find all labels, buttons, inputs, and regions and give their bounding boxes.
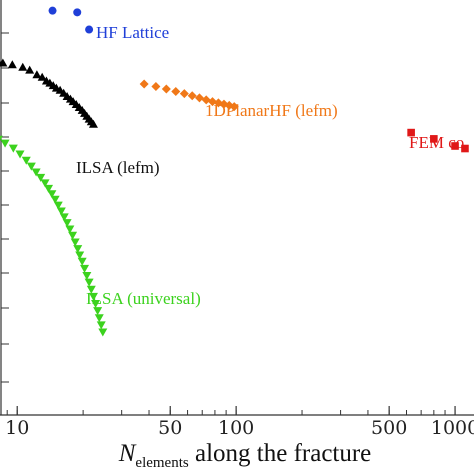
ilsa-universal-point bbox=[77, 257, 87, 266]
series-label: FEM co bbox=[409, 133, 464, 152]
ilsa-universal-point bbox=[56, 207, 66, 216]
x-tick-label: 100 bbox=[218, 417, 254, 439]
ilsa-lefm-point bbox=[7, 60, 17, 69]
x-tick-label: 500 bbox=[371, 417, 407, 439]
ilsa-universal-point bbox=[73, 245, 83, 254]
1dplanarhf-lefm-point bbox=[139, 79, 149, 89]
1dplanarhf-lefm-point bbox=[201, 95, 211, 105]
ilsa-universal-point bbox=[31, 168, 41, 177]
series-label: ILSA (lefm) bbox=[76, 158, 160, 177]
ilsa-lefm-point bbox=[25, 65, 35, 74]
ilsa-universal-point bbox=[68, 231, 78, 240]
1dplanarhf-lefm-point bbox=[229, 102, 239, 112]
ilsa-universal-point bbox=[75, 251, 85, 260]
fem-co-point bbox=[461, 144, 469, 153]
ilsa-universal-point bbox=[88, 292, 98, 301]
ilsa-universal-point bbox=[36, 173, 46, 182]
ilsa-universal-point bbox=[8, 144, 18, 153]
ilsa-universal-point bbox=[96, 321, 106, 330]
hf-lattice-point bbox=[48, 6, 57, 15]
ilsa-universal-point bbox=[47, 190, 57, 199]
1dplanarhf-lefm-point bbox=[179, 89, 189, 99]
ilsa-universal-point bbox=[93, 307, 103, 316]
plot-frame bbox=[0, 0, 474, 416]
ilsa-universal-point bbox=[94, 314, 104, 323]
ilsa-lefm-point bbox=[88, 119, 98, 128]
ilsa-universal-point bbox=[21, 156, 31, 165]
data-points bbox=[0, 6, 469, 337]
x-axis-title-rest: along the fracture bbox=[189, 440, 372, 467]
x-tick-label: 10 bbox=[5, 417, 29, 439]
ilsa-universal-point bbox=[53, 201, 63, 210]
1dplanarhf-lefm-point bbox=[171, 87, 181, 97]
1dplanarhf-lefm-point bbox=[208, 97, 218, 107]
ilsa-lefm-point bbox=[18, 62, 28, 71]
series-labels: HF Lattice ILSA (lefm) 1DPlanarHF (lefm) FE… bbox=[76, 23, 464, 308]
ilsa-universal-point bbox=[91, 300, 101, 309]
ilsa-universal-point bbox=[70, 238, 80, 247]
fem-co-point bbox=[451, 142, 459, 150]
1dplanarhf-lefm-point bbox=[161, 84, 171, 94]
x-axis-title-main: N bbox=[118, 440, 137, 467]
ilsa-universal-point bbox=[50, 195, 60, 204]
hf-lattice-point bbox=[73, 8, 82, 17]
ilsa-universal-point bbox=[80, 264, 90, 273]
ilsa-universal-point bbox=[82, 271, 92, 280]
fem-co-point bbox=[407, 128, 415, 137]
hf-lattice-point bbox=[85, 25, 94, 34]
ilsa-lefm-point bbox=[37, 72, 47, 81]
ilsa-universal-point bbox=[0, 139, 10, 148]
ilsa-universal-point bbox=[86, 285, 96, 294]
series-label: ILSA (universal) bbox=[86, 289, 201, 308]
ilsa-universal-point bbox=[59, 213, 69, 222]
series-label: 1DPlanarHF (lefm) bbox=[205, 101, 338, 120]
ilsa-universal-point bbox=[65, 225, 75, 234]
ilsa-universal-point bbox=[98, 328, 108, 337]
x-axis-ticks: 10 50 100 500 1000 bbox=[5, 406, 474, 439]
x-tick-label: 1000 bbox=[431, 417, 474, 439]
ilsa-universal-point bbox=[44, 184, 54, 193]
x-tick-label: 50 bbox=[158, 417, 182, 439]
fem-co-point bbox=[430, 135, 438, 143]
1dplanarhf-lefm-point bbox=[187, 91, 197, 101]
ilsa-universal-point bbox=[40, 179, 50, 188]
x-axis-title: Nelements along the fracture bbox=[118, 440, 372, 471]
ilsa-universal-point bbox=[84, 278, 94, 287]
ilsa-universal-point bbox=[26, 162, 36, 171]
ilsa-lefm-point bbox=[32, 70, 42, 79]
x-axis-title-subscript: elements bbox=[135, 455, 188, 471]
series-label: HF Lattice bbox=[96, 23, 169, 42]
1dplanarhf-lefm-point bbox=[194, 93, 204, 103]
ilsa-lefm-point bbox=[0, 58, 8, 67]
1dplanarhf-lefm-point bbox=[151, 82, 161, 92]
ilsa-universal-point bbox=[15, 150, 25, 159]
ilsa-universal-point bbox=[62, 219, 72, 228]
